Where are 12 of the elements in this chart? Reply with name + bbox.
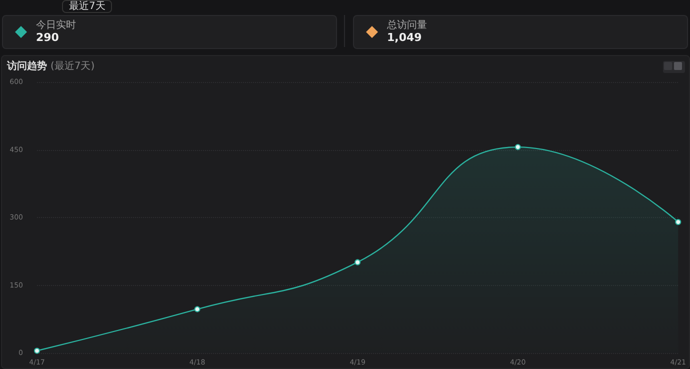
chart-title: 访问趋势 — [7, 61, 47, 72]
point — [354, 259, 361, 266]
text: 总访问量 — [387, 18, 427, 32]
chart-subtitle: (最近7天) — [50, 61, 95, 72]
text: 290 — [36, 31, 59, 44]
point — [194, 306, 200, 312]
point — [514, 144, 521, 150]
text: 今日实时 — [36, 18, 76, 32]
text: 最近7天 — [62, 0, 112, 13]
point — [675, 219, 682, 226]
text: 1,049 — [387, 31, 422, 44]
point — [34, 348, 40, 354]
